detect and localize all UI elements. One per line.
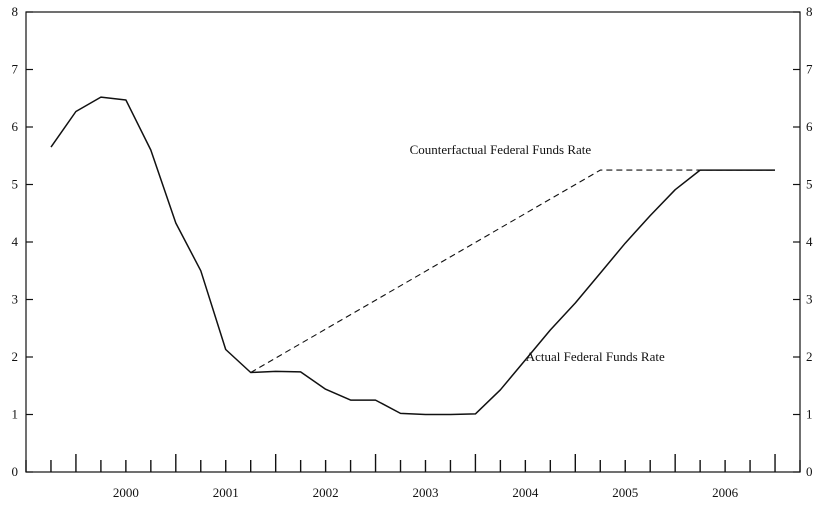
counterfactual-federal-funds-rate-line — [250, 169, 775, 373]
right-y-tick-label: 7 — [806, 62, 813, 77]
right-y-tick-label: 1 — [806, 407, 813, 422]
left-y-tick-label: 4 — [12, 234, 19, 249]
series-layer — [50, 96, 775, 416]
left-y-tick-label: 8 — [12, 4, 19, 19]
x-year-label: 2004 — [512, 485, 539, 500]
right-y-axis: 0 1 2 3 4 5 6 7 8 — [793, 4, 813, 479]
x-year-label: 2006 — [712, 485, 739, 500]
left-y-tick-label: 5 — [12, 177, 19, 192]
x-year-label: 2000 — [113, 485, 139, 500]
left-y-axis: 0 1 2 3 4 5 6 7 8 — [12, 4, 33, 479]
left-y-tick-label: 0 — [12, 464, 19, 479]
left-y-tick-label: 7 — [12, 62, 19, 77]
x-axis: 2000 2001 2002 2003 2004 2005 2006 — [25, 454, 801, 500]
left-y-tick-label: 1 — [12, 407, 19, 422]
x-year-label: 2003 — [412, 485, 438, 500]
x-year-label: 2001 — [213, 485, 239, 500]
right-y-tick-label: 3 — [806, 292, 813, 307]
x-year-label: 2005 — [612, 485, 638, 500]
series-annotation: Actual Federal Funds Rate — [526, 349, 665, 364]
annotation-layer: Counterfactual Federal Funds Rate Actual … — [410, 142, 665, 364]
plot-frame — [25, 11, 801, 473]
series-annotation: Counterfactual Federal Funds Rate — [410, 142, 592, 157]
right-y-tick-label: 0 — [806, 464, 813, 479]
actual-federal-funds-rate-line — [50, 96, 775, 416]
left-y-tick-label: 3 — [12, 292, 19, 307]
left-y-tick-label: 2 — [12, 349, 19, 364]
right-y-tick-label: 5 — [806, 177, 813, 192]
x-year-label: 2002 — [313, 485, 339, 500]
right-y-tick-label: 6 — [806, 119, 813, 134]
right-y-tick-label: 2 — [806, 349, 813, 364]
left-y-tick-label: 6 — [12, 119, 19, 134]
right-y-tick-label: 8 — [806, 4, 813, 19]
right-y-tick-label: 4 — [806, 234, 813, 249]
